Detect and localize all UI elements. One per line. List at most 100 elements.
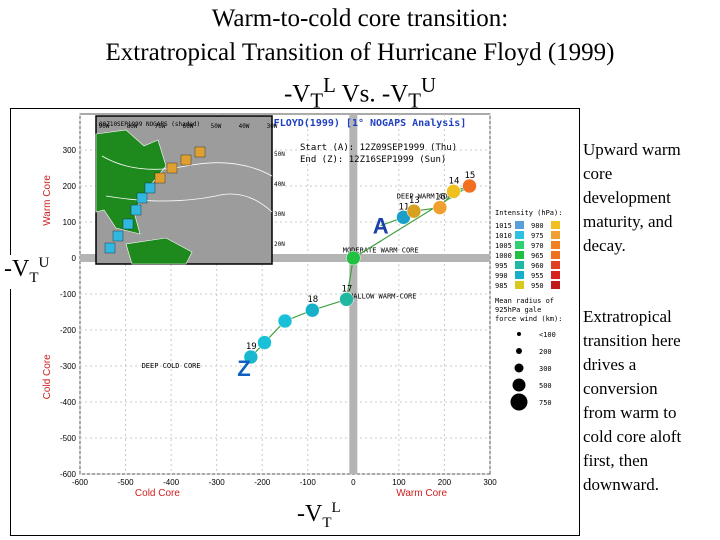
track-point-label: 14 [449,176,460,186]
legend-intensity-swatch [515,281,524,289]
quadrant-label-shallow-warm: SHALLOW WARM-CORE [345,292,417,300]
inset-lat-label: 50N [274,151,285,158]
y-axis-label-warm: Warm Core [42,175,53,226]
x-tick-label: 200 [438,478,452,487]
title-line-2: Extratropical Transition of Hurricane Fl… [105,39,615,66]
legend-intensity-value: 960 [531,262,544,270]
inset-track-point [104,242,116,254]
y-tick-label: -300 [60,362,77,371]
inset-lat-label: 40N [274,181,285,188]
track-point [243,349,259,365]
legend-wind-title-1: Mean radius of [495,297,554,305]
x-tick-label: 0 [351,478,356,487]
legend-intensity-swatch [551,281,560,289]
y-tick-label: -500 [60,434,77,443]
x-tick-label: -300 [209,478,226,487]
legend-title: Intensity (hPa): [495,209,562,217]
legend-intensity-value: 1000 [495,252,512,260]
legend-intensity-swatch [551,261,560,269]
legend-intensity-value: 995 [495,262,508,270]
legend-intensity-value: 965 [531,252,544,260]
legend-intensity-swatch [551,231,560,239]
x-tick-label: 100 [392,478,406,487]
track-point-label: 17 [342,284,353,294]
y-tick-label: -400 [60,398,77,407]
legend-intensity-swatch [515,231,524,239]
inset-track-point [166,162,178,174]
axis-bottom-label: -VTL [293,500,345,532]
side-lower-line: conversion [583,379,658,398]
x-axis-label-cold: Cold Core [135,488,180,499]
side-upper-line: decay. [583,236,626,255]
legend-intensity-value: 970 [531,242,544,250]
track-point-label: 16 [435,193,446,203]
axis-left-sub: T [29,269,39,286]
track-point-label: 15 [465,171,476,181]
track-point [257,335,272,350]
legend-wind-title-2: 925hPa gale [495,306,541,314]
legend-wind-marker [516,348,522,354]
side-lower-line: first, then [583,451,649,470]
y-tick-label: -600 [60,470,77,479]
chart-title: FLOYD(1999) [1° NOGAPS Analysis] [274,117,467,129]
title-sup-2: U [421,73,437,97]
side-lower-line: transition here [583,331,681,350]
quadrant-label-deep-cold: DEEP COLD CORE [142,362,201,370]
axis-left-sup: U [38,255,50,271]
x-tick-label: -200 [254,478,271,487]
title-vs: Vs. -V [335,80,409,108]
track-point-label: 13 [409,196,420,206]
end-label: End (Z): 12Z16SEP1999 (Sun) [300,155,446,165]
track-point [339,292,354,307]
legend-intensity-swatch [515,241,524,249]
inset-track-point [112,230,124,242]
y-tick-label: 200 [63,182,77,191]
axis-bottom-v: -V [297,501,323,527]
side-upper-line: Upward warm [583,140,681,159]
side-upper-line: core [583,164,613,183]
legend-intensity-swatch [551,241,560,249]
track-point [406,203,422,219]
quadrant-label-deep-warm: DEEP WARM CORE [397,193,456,201]
legend-intensity-swatch [515,251,524,259]
inset-track-point [180,154,192,166]
legend-intensity-swatch [515,221,524,229]
track-point [462,178,477,194]
inset-track-point [122,218,134,230]
legend-intensity-value: 985 [495,282,508,290]
track-point [432,200,448,215]
inset-track-point [194,146,206,158]
inset-track-point [144,182,156,194]
legend-wind-value: 500 [539,382,552,390]
y-tick-label: 100 [63,218,77,227]
y-tick-label: 0 [72,254,77,263]
inset-land-south-america [125,237,193,265]
inset-lon-label: 80W [127,123,138,130]
x-tick-label: 300 [483,478,497,487]
track-point [305,302,320,318]
title-sup-1: L [323,73,336,97]
side-text-lower: Extratropical transition here drives a c… [583,305,713,497]
legend-intensity-value: 975 [531,232,544,240]
inset-track-point [154,172,166,184]
inset-map-label: 00Z10SEP1999 NOGAPS (shaded) [99,121,200,128]
y-axis-label-cold: Cold Core [42,354,53,399]
axis-left-label: -VTU [2,255,54,289]
title-sub-2: T [408,88,421,113]
x-tick-label: -100 [300,478,317,487]
legend-wind-marker [512,378,526,392]
y-tick-label: 300 [63,146,77,155]
legend-intensity-value: 1010 [495,232,512,240]
legend-intensity-swatch [515,261,524,269]
track-point-label: 18 [307,295,318,305]
inset-track-point [130,204,142,216]
legend-intensity-value: 980 [531,222,544,230]
legend-intensity-swatch [551,221,560,229]
side-lower-line: drives a [583,355,637,374]
track-point-label: 19 [246,342,257,352]
inset-lon-label: 50W [211,123,222,130]
track-point-label: 11 [398,202,409,212]
legend-intensity-swatch [551,271,560,279]
side-lower-line: downward. [583,475,660,494]
x-tick-label: -600 [72,478,89,487]
